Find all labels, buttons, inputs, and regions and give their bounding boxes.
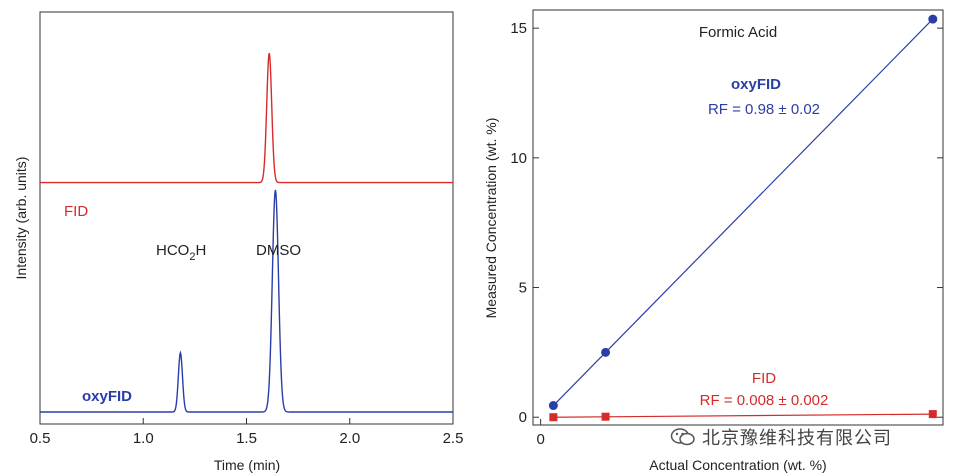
fid-points (549, 410, 937, 422)
left-plot-frame (39, 11, 454, 425)
oxyfid-fit-line (552, 18, 934, 406)
right-y-ticks: 0 5 10 15 (510, 20, 943, 426)
right-y-tick-label: 5 (519, 280, 527, 297)
chromatogram-panel: 0.5 1.0 1.5 2.0 2.5 FID oxyFID HCO2H DMSO Ti… (13, 11, 464, 473)
right-x-ticks: 0 (536, 419, 545, 448)
right-x-tick-label: 0 (536, 431, 544, 448)
hco2h-peak-label-end: H (195, 242, 206, 259)
left-y-axis-title: Intensity (arb. units) (13, 157, 29, 280)
left-x-tick-label: 0.5 (30, 430, 51, 447)
right-y-tick-label: 15 (510, 20, 527, 37)
fid-data-point (601, 412, 610, 421)
fid-fit-line (553, 413, 933, 418)
oxyfid-data-point (928, 14, 938, 24)
right-plot-frame (532, 9, 944, 426)
right-x-axis-title: Actual Concentration (wt. %) (649, 457, 826, 473)
left-x-tick-label: 2.0 (339, 430, 360, 447)
right-y-axis-title: Measured Concentration (wt. %) (483, 118, 499, 319)
fid-chromatogram-line (40, 52, 453, 184)
oxyfid-chromatogram-line (40, 189, 453, 413)
left-x-axis-title: Time (min) (214, 457, 280, 473)
dmso-peak-label: DMSO (256, 242, 301, 259)
right-chart-title: Formic Acid (699, 24, 777, 41)
watermark-text: 北京豫维科技有限公司 (702, 428, 892, 448)
left-x-tick-label: 2.5 (443, 430, 464, 447)
hco2h-peak-label-subscript: 2 (189, 251, 195, 263)
left-x-ticks: 0.5 1.0 1.5 2.0 2.5 (30, 418, 464, 447)
calibration-panel: 0 5 10 15 0 Formic Acid oxyFID RF = 0.98 ± … (483, 9, 944, 473)
oxyfid-series-label: oxyFID (731, 76, 781, 93)
fid-data-point (928, 410, 937, 419)
fid-trace-label: FID (64, 203, 88, 220)
oxyfid-points (548, 14, 938, 411)
right-y-tick-label: 10 (510, 150, 527, 167)
oxyfid-rf-label: RF = 0.98 ± 0.02 (708, 101, 820, 118)
fid-data-point (549, 413, 558, 422)
hco2h-peak-label-main: HCO (156, 242, 189, 259)
fid-series-label: FID (752, 370, 776, 387)
right-y-tick-label: 0 (519, 409, 527, 426)
oxyfid-data-point (548, 401, 558, 411)
watermark: 北京豫维科技有限公司 (670, 424, 892, 450)
wechat-icon (670, 428, 695, 446)
left-x-tick-label: 1.0 (133, 430, 154, 447)
fid-rf-label: RF = 0.008 ± 0.002 (700, 392, 829, 409)
hco2h-peak-label: HCO2H (156, 242, 206, 263)
oxyfid-trace-label: oxyFID (82, 388, 132, 405)
oxyfid-data-point (601, 347, 611, 357)
left-x-tick-label: 1.5 (236, 430, 257, 447)
